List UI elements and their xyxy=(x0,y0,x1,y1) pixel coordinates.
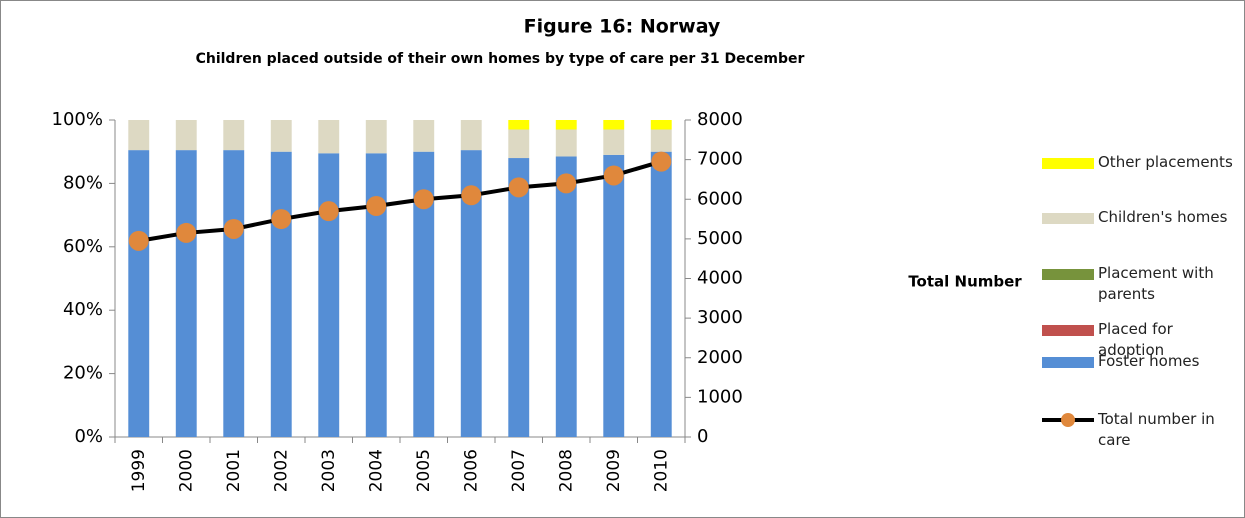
bar-segment xyxy=(650,129,672,152)
bar-segment xyxy=(650,151,672,437)
line-marker xyxy=(508,177,529,198)
x-tick-label: 2006 xyxy=(461,449,481,492)
bar-segment xyxy=(365,153,387,437)
bar-segment xyxy=(603,129,625,155)
x-tick-label: 2002 xyxy=(271,449,291,492)
y2-tick-label: 4000 xyxy=(697,268,743,289)
y2-axis-label: Total Number xyxy=(908,273,1022,291)
legend-swatch xyxy=(1042,213,1094,224)
bar-segment xyxy=(318,120,340,154)
y2-tick-label: 5000 xyxy=(697,228,743,249)
x-tick-label: 2009 xyxy=(604,449,624,492)
legend-label: Total number in care xyxy=(1098,410,1215,449)
y2-tick-label: 1000 xyxy=(697,386,743,407)
bar-segment xyxy=(603,154,625,437)
bar-segment xyxy=(555,120,577,130)
x-tick-label: 2007 xyxy=(509,449,529,492)
line-marker xyxy=(128,230,149,251)
bar-segment xyxy=(650,120,672,130)
bar-segment xyxy=(555,156,577,437)
bar-segment xyxy=(175,120,197,151)
bar-segment xyxy=(413,120,435,152)
x-tick-label: 2010 xyxy=(651,449,671,492)
y-tick-label: 60% xyxy=(63,236,103,257)
line-marker xyxy=(176,222,197,243)
x-tick-label: 2004 xyxy=(366,449,386,492)
bar-segment xyxy=(318,153,340,437)
y2-tick-label: 8000 xyxy=(697,109,743,130)
line-marker xyxy=(556,173,577,194)
y-tick-label: 40% xyxy=(63,299,103,320)
bar-segment xyxy=(413,151,435,437)
bar-segment xyxy=(508,158,530,438)
x-tick-label: 2005 xyxy=(414,449,434,492)
line-marker xyxy=(318,201,339,222)
x-tick-label: 2001 xyxy=(224,449,244,492)
y2-tick-label: 0 xyxy=(697,426,708,447)
y-tick-label: 100% xyxy=(52,109,103,130)
line-marker xyxy=(223,218,244,239)
x-tick-label: 2008 xyxy=(556,449,576,492)
line-marker xyxy=(413,189,434,210)
legend-swatch xyxy=(1042,269,1094,280)
legend-label: Children's homes xyxy=(1098,208,1228,226)
legend-swatch xyxy=(1042,357,1094,368)
bar-segment xyxy=(270,120,292,152)
legend-swatch xyxy=(1042,325,1094,336)
bar-segment xyxy=(365,120,387,154)
legend-swatch xyxy=(1042,158,1094,169)
line-marker xyxy=(603,165,624,186)
y2-tick-label: 7000 xyxy=(697,149,743,170)
bar-segment xyxy=(223,120,245,151)
y-tick-label: 80% xyxy=(63,172,103,193)
bar-segment xyxy=(460,120,482,151)
chart-subtitle: Children placed outside of their own hom… xyxy=(196,51,805,67)
x-tick-label: 1999 xyxy=(129,449,149,492)
bar-segment xyxy=(175,150,197,438)
y2-tick-label: 2000 xyxy=(697,347,743,368)
y-tick-label: 20% xyxy=(63,363,103,384)
line-marker xyxy=(461,185,482,206)
legend-label: Foster homes xyxy=(1098,352,1200,370)
x-tick-label: 2000 xyxy=(176,449,196,492)
y-tick-label: 0% xyxy=(74,426,103,447)
bar-segment xyxy=(270,151,292,437)
bar-segment xyxy=(460,150,482,438)
line-marker xyxy=(271,209,292,230)
legend-label: Other placements xyxy=(1098,153,1233,171)
line-marker xyxy=(366,195,387,216)
bar-segment xyxy=(508,120,530,130)
legend-marker xyxy=(1061,413,1075,427)
bar-segment xyxy=(508,129,530,159)
bar-segment xyxy=(555,129,577,157)
legend-label: Placed for adoption xyxy=(1098,320,1173,359)
bar-segment xyxy=(603,120,625,130)
bar-segment xyxy=(223,150,245,438)
chart-title: Figure 16: Norway xyxy=(524,16,721,38)
y2-tick-label: 6000 xyxy=(697,188,743,209)
line-marker xyxy=(651,151,672,172)
x-tick-label: 2003 xyxy=(319,449,339,492)
bar-segment xyxy=(128,150,150,438)
bar-segment xyxy=(128,120,150,151)
legend-label: Placement with parents xyxy=(1098,264,1214,303)
y2-tick-label: 3000 xyxy=(697,307,743,328)
